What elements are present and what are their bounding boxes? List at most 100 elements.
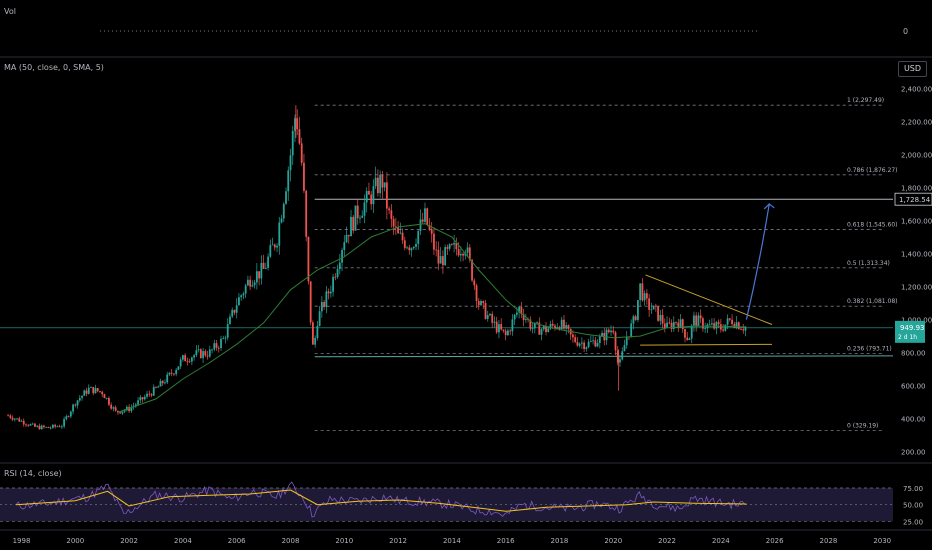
candle-down [352, 216, 355, 231]
candle-up [177, 366, 180, 370]
candle-down [430, 229, 433, 234]
candle-down [161, 380, 164, 384]
candle-down [43, 425, 45, 428]
trend-annotations[interactable] [0, 198, 894, 358]
candle-down [58, 426, 61, 428]
candle-down [538, 322, 541, 335]
time-axis[interactable]: 1998 2000 2002 2004 2006 2008 2010 2012 2014 2016… [13, 537, 892, 545]
time-tick-label: 2010 [335, 537, 353, 545]
candle-down [233, 309, 236, 313]
candle-up [578, 343, 581, 346]
candle-up [341, 250, 343, 263]
candle-up [179, 359, 182, 367]
candle-down [249, 279, 252, 287]
candle-up [666, 322, 668, 328]
candle-up [417, 230, 420, 244]
price-axis[interactable]: 2,400.00 2,200.00 2,000.00 1,800.00 1,600.00… [894, 85, 932, 457]
candle-up [697, 315, 700, 326]
candle-up [444, 247, 447, 266]
candle-up [643, 293, 646, 301]
candle-up [690, 325, 693, 339]
time-tick-label: 2030 [873, 537, 891, 545]
candle-down [468, 247, 471, 260]
candle-down [607, 329, 610, 333]
candle-down [103, 394, 106, 399]
candle-up [235, 305, 238, 313]
price-tick-label: 2,200.00 [901, 118, 932, 126]
candle-up [45, 426, 48, 428]
candle-down [681, 319, 684, 330]
candle-down [663, 323, 666, 328]
candle-up [238, 297, 240, 306]
candle-down [654, 305, 657, 307]
candle-up [329, 291, 332, 294]
candle-up [610, 330, 612, 333]
candle-down [477, 301, 480, 306]
price-tick-label: 200.00 [901, 449, 926, 457]
candle-up [498, 324, 500, 333]
candle-down [648, 298, 651, 310]
rsi-tick-label: 75.00 [903, 485, 923, 493]
candle-down [491, 314, 494, 323]
candle-down [25, 424, 27, 426]
fibonacci-retracement[interactable]: 1 (2,297.49) 0.786 (1,876.27) 0.618 (1,545… [314, 97, 898, 431]
candle-up [531, 328, 534, 330]
price-tick-label: 1,600.00 [901, 217, 932, 225]
time-tick-label: 2008 [282, 537, 300, 545]
candle-up [159, 380, 162, 387]
candle-up [49, 427, 52, 429]
currency-button[interactable]: USD [898, 61, 927, 77]
time-tick-label: 2026 [766, 537, 784, 545]
candle-down [298, 129, 301, 144]
candle-down [583, 342, 586, 350]
candle-up [533, 322, 536, 329]
candle-down [668, 322, 671, 324]
candle-up [81, 395, 83, 399]
candle-up [260, 262, 263, 279]
candle-up [222, 338, 225, 339]
candle-down [670, 323, 673, 329]
candle-up [354, 205, 357, 231]
candle-up [704, 328, 707, 329]
candle-up [448, 244, 451, 249]
candle-up [466, 247, 469, 253]
candle-down [462, 253, 464, 256]
candle-up [372, 186, 375, 205]
candle-up [226, 324, 229, 338]
candle-down [110, 404, 113, 409]
candle-down [567, 325, 570, 329]
trend-lines[interactable] [640, 203, 775, 346]
candle-down [641, 283, 644, 301]
candle-up [453, 242, 456, 245]
candle-down [296, 118, 299, 130]
candle-up [134, 404, 137, 406]
price-tick-label: 1,800.00 [901, 184, 932, 192]
candle-up [271, 244, 274, 246]
candle-down [27, 424, 30, 426]
candle-up [630, 323, 633, 337]
candle-up [359, 217, 361, 219]
rsi-label: RSI (14, close) [4, 469, 62, 478]
candle-down [381, 174, 384, 188]
candle-up [13, 418, 16, 420]
candles [7, 105, 747, 430]
candle-down [435, 249, 438, 251]
candle-down [437, 249, 440, 264]
rsi-tick-label: 25.00 [903, 518, 923, 526]
candle-down [677, 322, 680, 327]
candle-down [11, 417, 14, 420]
candle-up [278, 222, 281, 246]
volume-pane: Vol 0 [4, 7, 908, 36]
candle-down [684, 329, 686, 338]
candle-up [493, 321, 496, 323]
candle-down [457, 249, 460, 256]
candle-down [740, 329, 742, 330]
candle-up [350, 216, 352, 237]
candle-up [540, 329, 543, 335]
candle-up [65, 416, 68, 420]
candle-up [69, 411, 72, 417]
candle-up [596, 343, 599, 347]
candle-up [735, 322, 738, 328]
time-tick-label: 2014 [443, 537, 461, 545]
